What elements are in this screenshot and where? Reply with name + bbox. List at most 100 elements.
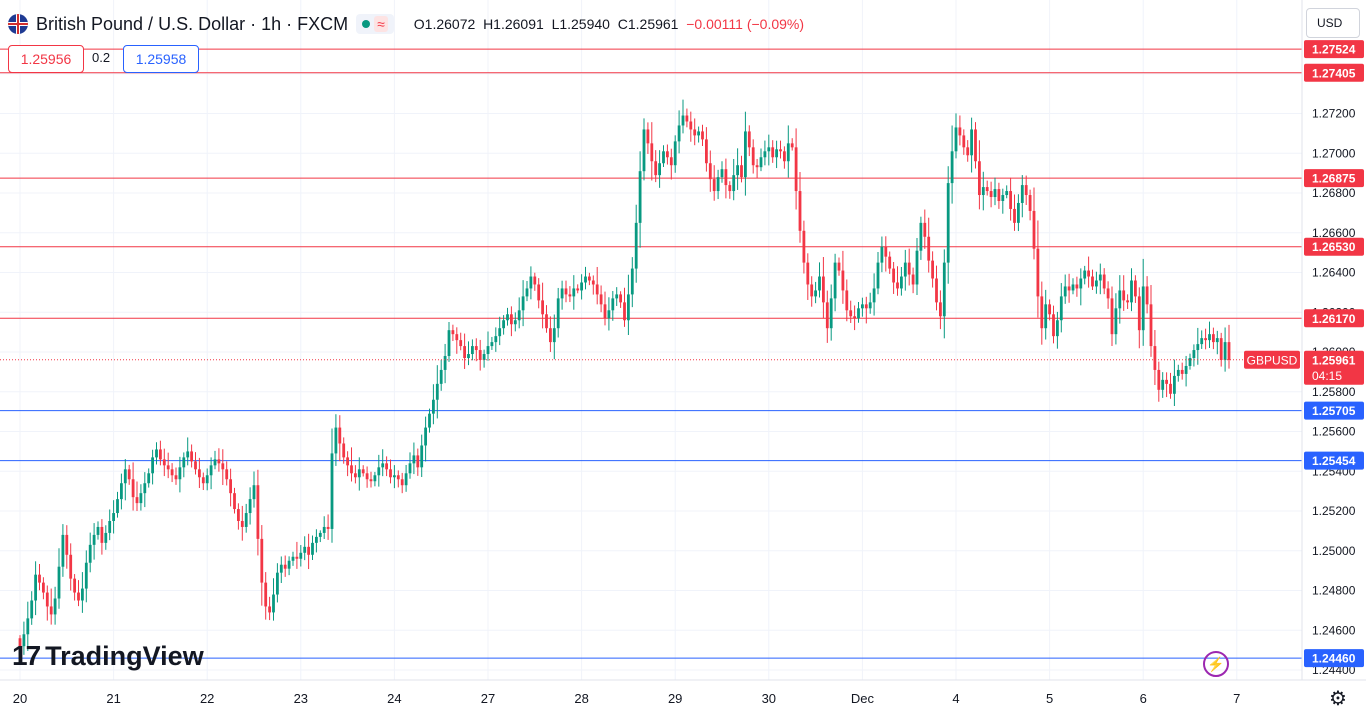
candle xyxy=(1176,364,1180,382)
market-status[interactable]: ≈ xyxy=(356,14,394,34)
candle xyxy=(1165,372,1168,398)
candle-body xyxy=(318,532,322,537)
candle-body xyxy=(790,143,794,148)
candle-body xyxy=(697,131,700,136)
candle-body xyxy=(307,546,310,555)
currency-selector[interactable]: USD xyxy=(1306,8,1360,38)
candle-body xyxy=(361,469,365,474)
candle xyxy=(373,471,377,487)
candle xyxy=(1149,285,1153,357)
candle-body xyxy=(935,278,938,303)
candle xyxy=(400,472,404,494)
candle-body xyxy=(510,314,513,325)
candle-body xyxy=(1200,338,1204,345)
lightning-icon[interactable]: ⚡ xyxy=(1203,651,1229,677)
ohlc-readout: O1.26072 H1.26091 L1.25940 C1.25961 −0.0… xyxy=(414,16,804,32)
candle-body xyxy=(104,532,108,543)
level-price-tag[interactable] xyxy=(1304,451,1364,470)
candle-body xyxy=(322,526,326,533)
candle-body xyxy=(256,485,260,539)
candle xyxy=(607,297,611,331)
candle xyxy=(689,111,693,142)
candle xyxy=(1071,278,1075,295)
spread-value: 0.2 xyxy=(92,50,111,65)
candle xyxy=(1048,299,1051,321)
buy-button[interactable]: 1.25958 xyxy=(123,45,199,73)
candle-body xyxy=(627,294,630,321)
candle xyxy=(1013,194,1016,231)
candle xyxy=(225,461,229,486)
candle-body xyxy=(907,262,911,275)
candle xyxy=(798,171,802,243)
candle xyxy=(322,516,326,540)
candle xyxy=(198,457,201,488)
candle xyxy=(357,457,361,491)
candle-body xyxy=(958,127,962,136)
level-price-tag[interactable] xyxy=(1304,649,1364,668)
candle-body xyxy=(763,151,767,158)
level-price-tag[interactable] xyxy=(1304,40,1364,59)
candle-body xyxy=(1188,358,1192,366)
candle-body xyxy=(884,246,888,257)
candle xyxy=(1212,327,1215,350)
candle-body xyxy=(467,354,470,359)
market-open-dot-icon xyxy=(362,20,371,28)
sell-button[interactable]: 1.25956 xyxy=(8,45,84,73)
horizontal-levels[interactable] xyxy=(0,48,1302,659)
candle xyxy=(552,314,556,360)
tradingview-logo[interactable]: 17 TradingView xyxy=(12,640,204,672)
candle-body xyxy=(724,169,728,186)
candle-body xyxy=(689,121,693,130)
candle xyxy=(853,305,856,331)
candle-body xyxy=(642,129,646,172)
candle xyxy=(381,449,385,477)
time-axis[interactable]: 20 21 22 23 24 27 28 29 30 Dec 4 5 6 7 xyxy=(0,679,1366,706)
candle-body xyxy=(478,350,482,360)
candle-body xyxy=(771,147,775,158)
candle xyxy=(978,140,981,210)
level-price-tag[interactable] xyxy=(1304,169,1364,188)
candle xyxy=(1024,175,1028,205)
candle-body xyxy=(1161,379,1165,390)
current-price-tag[interactable] xyxy=(1304,350,1364,385)
candle xyxy=(116,491,119,518)
candle xyxy=(545,305,548,333)
candle xyxy=(576,284,580,294)
candle-body xyxy=(494,336,498,343)
candle xyxy=(849,300,853,323)
candle xyxy=(393,465,396,489)
candle xyxy=(510,306,513,337)
candle xyxy=(26,601,30,651)
level-price-tag[interactable] xyxy=(1304,309,1364,328)
candle xyxy=(783,146,786,169)
candle xyxy=(350,447,353,482)
candle xyxy=(993,177,997,206)
candle xyxy=(868,292,872,314)
settings-gear-icon[interactable]: ⚙ xyxy=(1329,687,1347,710)
candle-body xyxy=(92,534,96,545)
candle-body xyxy=(77,592,80,601)
price-tick-label: 1.27000 xyxy=(1312,146,1356,160)
symbol-title[interactable]: British Pound / U.S. Dollar · 1h · FXCM xyxy=(36,13,349,34)
candle xyxy=(642,118,646,181)
candle-body xyxy=(459,340,463,347)
candle-body xyxy=(303,546,307,553)
candle xyxy=(1204,328,1207,350)
candle xyxy=(112,500,115,534)
candle-body xyxy=(57,566,61,599)
level-price-tag[interactable] xyxy=(1304,401,1364,420)
candle-body xyxy=(1087,270,1090,277)
level-price-tag[interactable] xyxy=(1304,237,1364,256)
candle-body xyxy=(1219,338,1223,360)
candle xyxy=(42,577,45,600)
price-axis[interactable]: 1.244001.246001.248001.250001.252001.254… xyxy=(1301,0,1366,716)
candle xyxy=(724,158,728,199)
candle-body xyxy=(1176,369,1180,376)
candle xyxy=(1130,268,1133,312)
candle xyxy=(1098,263,1102,295)
candle-body xyxy=(1192,350,1196,359)
level-price-tag[interactable] xyxy=(1304,63,1364,82)
candle xyxy=(1114,293,1118,345)
